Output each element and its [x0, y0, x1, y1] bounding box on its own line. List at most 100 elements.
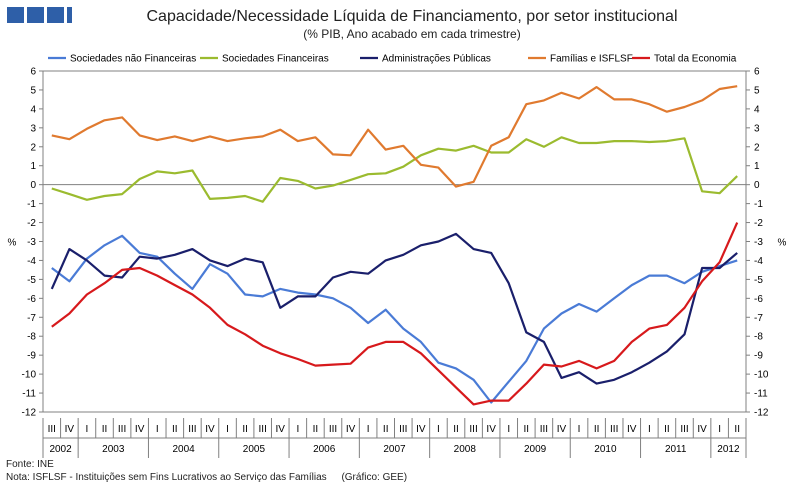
x-tick-label-quarter: III [399, 424, 407, 435]
y-tick-label-left: -4 [27, 256, 36, 267]
x-tick-label-quarter: I [437, 424, 440, 435]
series-line-4 [51, 85, 738, 188]
x-tick-label-quarter: IV [627, 424, 637, 435]
y-tick-label-right: -1 [754, 199, 763, 210]
x-tick-label-quarter: II [102, 424, 108, 435]
y-tick-label-left: 2 [30, 142, 36, 153]
y-axis-label-right: % [778, 238, 787, 249]
plot-area [42, 70, 747, 413]
x-tick-label-quarter: I [578, 424, 581, 435]
y-tick-label-right: 4 [754, 104, 760, 115]
x-tick-label-quarter: III [469, 424, 477, 435]
y-tick-label-right: -7 [754, 313, 763, 324]
y-tick-label-right: -11 [754, 389, 768, 400]
x-tick-label-quarter: I [296, 424, 299, 435]
x-tick-label-year: 2012 [717, 444, 740, 455]
y-tick-label-left: -2 [27, 218, 36, 229]
x-tick-label-quarter: I [367, 424, 370, 435]
y-tick-label-right: 3 [754, 123, 760, 134]
x-tick-label-quarter: IV [486, 424, 496, 435]
y-tick-label-right: -5 [754, 275, 763, 286]
footnote: Nota: ISFLSF - Instituições sem Fins Luc… [6, 472, 407, 483]
x-tick-label-quarter: IV [346, 424, 356, 435]
x-tick-label-year: 2010 [594, 444, 617, 455]
y-tick-label-right: 6 [754, 67, 760, 78]
x-tick-label-quarter: I [156, 424, 159, 435]
source-note: Fonte: INE [6, 459, 54, 470]
x-tick-label-quarter: II [453, 424, 459, 435]
x-tick-label-quarter: III [188, 424, 196, 435]
legend-label-2: Sociedades Financeiras [222, 54, 329, 65]
chart-credit: (Gráfico: GEE) [341, 472, 408, 483]
y-tick-label-right: -10 [754, 370, 769, 381]
x-tick-label-quarter: III [329, 424, 337, 435]
y-tick-label-right: -4 [754, 256, 763, 267]
x-tick-label-quarter: III [610, 424, 618, 435]
y-tick-label-right: 5 [754, 85, 760, 96]
x-tick-label-year: 2003 [102, 444, 125, 455]
x-tick-label-quarter: II [242, 424, 248, 435]
x-tick-label-quarter: II [524, 424, 530, 435]
y-tick-label-right: 1 [754, 161, 760, 172]
x-tick-label-year: 2008 [454, 444, 477, 455]
logo-block-3 [47, 7, 64, 23]
y-tick-label-left: -6 [27, 294, 36, 305]
legend-label-1: Sociedades não Financeiras [70, 54, 196, 65]
x-tick-label-quarter: I [648, 424, 651, 435]
x-tick-label-quarter: II [734, 424, 740, 435]
logo-block-2 [27, 7, 44, 23]
series-line-2 [51, 136, 738, 203]
y-tick-label-right: 2 [754, 142, 760, 153]
y-tick-label-right: 0 [754, 180, 760, 191]
x-tick-label-year: 2009 [524, 444, 547, 455]
y-tick-label-left: -10 [22, 370, 37, 381]
y-tick-label-left: -3 [27, 237, 36, 248]
y-axis-label-left: % [8, 238, 17, 249]
y-tick-label-left: 1 [30, 161, 36, 172]
x-tick-label-quarter: I [226, 424, 229, 435]
x-tick-label-quarter: IV [205, 424, 215, 435]
logo-block-1 [7, 7, 24, 23]
x-tick-label-quarter: III [540, 424, 548, 435]
legend-label-3: Administrações Públicas [382, 54, 491, 65]
y-tick-label-left: -9 [27, 351, 36, 362]
x-tick-label-quarter: I [86, 424, 89, 435]
legend-label-5: Total da Economia [654, 54, 737, 65]
x-tick-label-quarter: I [718, 424, 721, 435]
x-tick-label-quarter: IV [557, 424, 567, 435]
x-tick-label-year: 2011 [665, 444, 687, 455]
x-tick-label-year: 2005 [243, 444, 266, 455]
x-tick-label-quarter: IV [416, 424, 426, 435]
y-tick-label-left: 5 [30, 85, 36, 96]
x-tick-label-quarter: III [259, 424, 267, 435]
x-tick-label-quarter: II [664, 424, 670, 435]
y-tick-label-right: -2 [754, 218, 763, 229]
x-tick-label-year: 2007 [383, 444, 406, 455]
x-tick-label-quarter: III [48, 424, 56, 435]
x-tick-label-quarter: IV [135, 424, 145, 435]
y-tick-label-left: -12 [22, 408, 37, 419]
y-tick-label-left: -8 [27, 332, 36, 343]
chart-title: Capacidade/Necessidade Líquida de Financ… [146, 8, 678, 25]
y-tick-label-right: -3 [754, 237, 763, 248]
x-tick-label-quarter: II [383, 424, 389, 435]
footnote-text: Nota: ISFLSF - Instituições sem Fins Luc… [6, 472, 327, 483]
x-tick-label-quarter: IV [65, 424, 75, 435]
y-tick-label-left: -7 [27, 313, 36, 324]
y-tick-label-left: 3 [30, 123, 36, 134]
y-tick-label-right: -6 [754, 294, 763, 305]
series-line-5 [51, 222, 739, 406]
x-tick-label-quarter: II [594, 424, 600, 435]
y-tick-label-right: -8 [754, 332, 763, 343]
x-tick-label-quarter: IV [697, 424, 707, 435]
y-tick-label-right: -12 [754, 408, 769, 419]
y-tick-label-left: 4 [30, 104, 36, 115]
x-tick-label-year: 2002 [49, 444, 72, 455]
x-tick-label-quarter: II [313, 424, 319, 435]
legend-label-4: Famílias e ISFLSF [550, 54, 633, 65]
chart-subtitle: (% PIB, Ano acabado em cada trimestre) [303, 27, 521, 41]
y-tick-label-left: 6 [30, 67, 36, 78]
y-tick-label-right: -9 [754, 351, 763, 362]
x-tick-label-quarter: II [172, 424, 178, 435]
